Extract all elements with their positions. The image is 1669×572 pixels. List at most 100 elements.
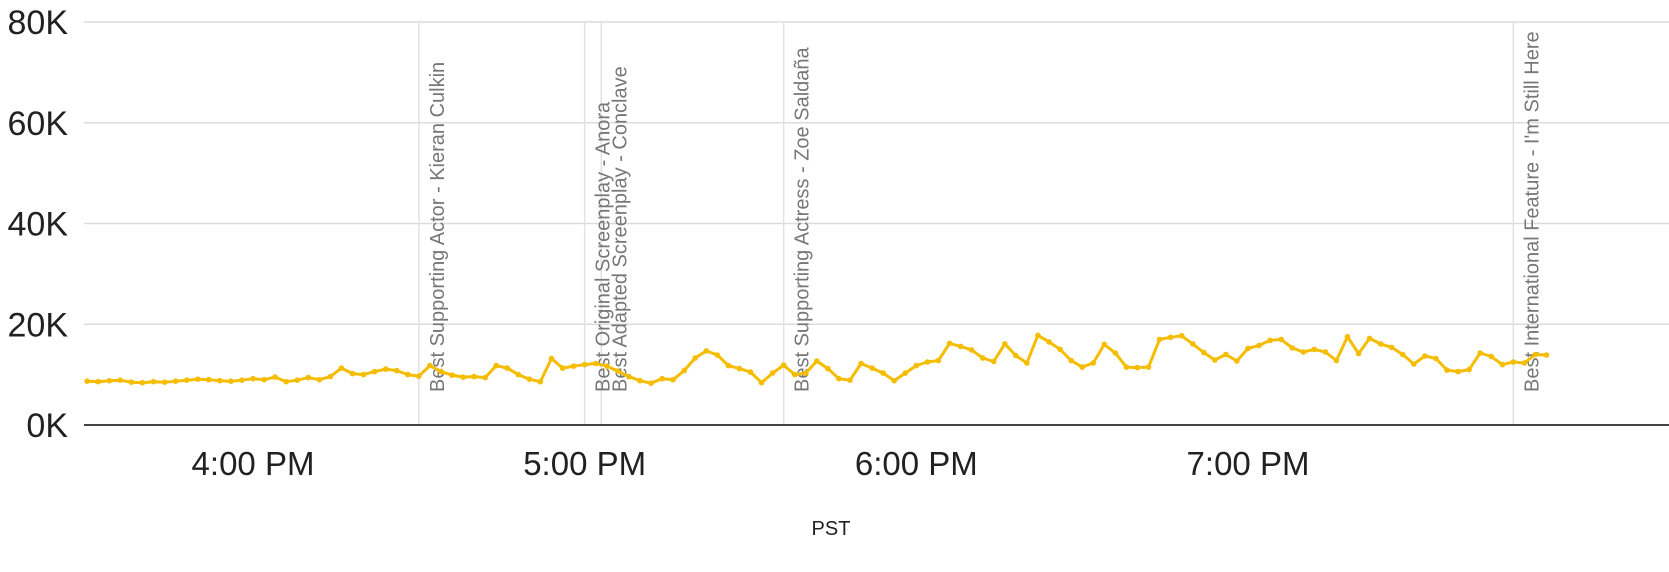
data-point <box>592 360 599 367</box>
data-point <box>1134 364 1141 371</box>
data-point <box>1267 337 1273 344</box>
data-point <box>283 378 290 385</box>
data-point <box>935 357 942 364</box>
data-point <box>1388 344 1395 351</box>
data-point <box>1245 345 1251 352</box>
data-point <box>139 379 146 386</box>
data-point <box>183 377 190 384</box>
data-point <box>1212 357 1218 363</box>
data-point <box>913 362 920 369</box>
data-point <box>1510 359 1517 365</box>
gridlines <box>84 21 1669 325</box>
data-point <box>1112 350 1119 356</box>
data-point <box>1466 366 1472 373</box>
data-point <box>1046 339 1052 345</box>
series-points <box>84 332 1550 387</box>
data-point <box>1156 336 1163 343</box>
data-point <box>1101 341 1108 348</box>
data-point <box>703 348 710 354</box>
y-tick-label: 0K <box>26 407 68 445</box>
data-point <box>1322 349 1329 355</box>
data-point <box>968 347 975 353</box>
data-point <box>570 363 577 369</box>
annotation-label: Best Adapted Screenplay - Conclave <box>609 66 631 392</box>
data-point <box>1024 360 1030 366</box>
data-point <box>1355 350 1362 357</box>
annotation-label: Best Original Screenplay - Anora <box>593 101 615 392</box>
y-tick-labels: 0K 20K 40K 60K 80K <box>8 4 69 445</box>
data-point <box>780 362 787 368</box>
data-point <box>1201 349 1207 356</box>
data-point <box>1256 342 1262 349</box>
annotation-label: Best Supporting Actor - Kieran Culkin <box>427 62 449 392</box>
data-point <box>1289 345 1295 351</box>
data-point <box>515 371 522 378</box>
data-point <box>504 365 511 371</box>
data-point <box>847 377 853 384</box>
y-tick-label: 80K <box>8 4 69 42</box>
data-point <box>84 378 90 385</box>
data-point <box>1167 334 1174 341</box>
data-point <box>493 362 500 369</box>
data-point <box>1123 364 1130 370</box>
data-point <box>1499 361 1506 368</box>
x-tick-label: 4:00 PM <box>192 445 315 482</box>
data-point <box>747 369 754 375</box>
data-point <box>316 376 323 383</box>
data-point <box>393 367 400 374</box>
data-point <box>1543 352 1550 358</box>
data-point <box>880 370 886 376</box>
data-point <box>714 352 721 358</box>
data-point <box>1223 351 1229 358</box>
data-point <box>902 370 909 376</box>
data-point <box>924 359 931 365</box>
data-point <box>1400 351 1406 358</box>
data-point <box>836 375 842 382</box>
data-point <box>681 367 687 374</box>
data-point <box>416 373 422 379</box>
data-point <box>891 377 897 384</box>
data-point <box>1189 341 1196 347</box>
data-point <box>427 362 433 369</box>
data-point <box>736 365 743 372</box>
data-point <box>1333 357 1340 364</box>
data-point <box>615 368 621 374</box>
data-point <box>1521 360 1528 366</box>
data-point <box>1377 341 1384 347</box>
data-point <box>294 377 301 384</box>
data-point <box>670 376 676 383</box>
data-point <box>1433 355 1439 362</box>
data-point <box>95 378 101 385</box>
data-point <box>194 376 201 383</box>
data-point <box>106 377 113 384</box>
data-point <box>1532 351 1539 358</box>
data-point <box>482 374 489 381</box>
annotation-labels: Best Supporting Actor - Kieran Culkin Bes… <box>427 31 1544 392</box>
data-point <box>405 371 411 378</box>
data-point <box>360 371 367 378</box>
data-point <box>1178 333 1185 339</box>
data-point <box>371 368 378 375</box>
data-point <box>559 365 566 371</box>
data-point <box>150 378 157 385</box>
data-point <box>758 379 765 386</box>
data-point <box>1300 349 1307 355</box>
data-point <box>769 370 776 376</box>
data-point <box>537 378 544 385</box>
data-point <box>858 360 864 367</box>
data-point <box>946 340 953 347</box>
data-point <box>692 355 698 361</box>
data-point <box>548 355 555 362</box>
data-point <box>349 370 356 377</box>
data-point <box>471 373 477 380</box>
data-point <box>1366 335 1373 342</box>
data-point <box>581 361 588 368</box>
data-point <box>117 377 124 384</box>
annotation-lines <box>418 22 1515 425</box>
y-tick-label: 60K <box>8 105 69 143</box>
data-point <box>172 378 179 385</box>
data-point <box>1455 368 1461 375</box>
x-tick-label: 7:00 PM <box>1187 445 1310 482</box>
data-point <box>1444 367 1450 373</box>
data-point <box>604 363 610 369</box>
